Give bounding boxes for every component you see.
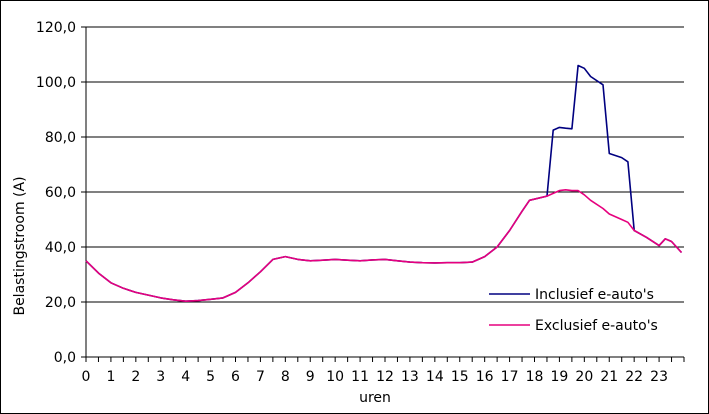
x-tick-label: 7 bbox=[256, 369, 265, 385]
y-tick-labels: 0,0 20,0 40,0 60,0 80,0 100,0 120,0 bbox=[36, 20, 76, 366]
y-tick-label: 100,0 bbox=[36, 75, 76, 91]
x-tick-label: 20 bbox=[575, 369, 593, 385]
x-tick-label: 1 bbox=[106, 369, 115, 385]
x-tick-label: 16 bbox=[476, 369, 494, 385]
legend-label-inclusief: Inclusief e-auto's bbox=[535, 287, 654, 303]
x-tick-label: 2 bbox=[131, 369, 140, 385]
x-tick-label: 6 bbox=[231, 369, 240, 385]
x-tick-label: 9 bbox=[306, 369, 315, 385]
y-axis-title: Belastingstroom (A) bbox=[12, 176, 28, 315]
gridlines bbox=[86, 26, 684, 303]
y-tick-label: 20,0 bbox=[45, 295, 76, 311]
legend-label-exclusief: Exclusief e-auto's bbox=[535, 318, 658, 334]
x-tick-label: 18 bbox=[526, 369, 544, 385]
x-tick-label: 22 bbox=[625, 369, 643, 385]
x-tick-label: 14 bbox=[426, 369, 444, 385]
series-lines bbox=[85, 64, 683, 303]
x-tick-label: 11 bbox=[351, 369, 369, 385]
x-tick-labels: 0 1 2 3 4 5 6 7 8 9 10 11 12 13 14 15 16 17 18 19 20 21 22 23 bbox=[82, 369, 668, 385]
x-tick-label: 4 bbox=[181, 369, 190, 385]
x-tick-label: 12 bbox=[376, 369, 394, 385]
series-line-exclusief bbox=[85, 189, 683, 303]
y-tick-label: 60,0 bbox=[45, 185, 76, 201]
x-tick-label: 21 bbox=[600, 369, 618, 385]
x-axis-title: uren bbox=[359, 390, 391, 406]
x-tick-label: 3 bbox=[156, 369, 165, 385]
series-line-inclusief bbox=[85, 64, 683, 303]
y-tick-label: 40,0 bbox=[45, 240, 76, 256]
x-tick-label: 5 bbox=[206, 369, 215, 385]
y-tick-label: 120,0 bbox=[36, 20, 76, 36]
x-tick-label: 0 bbox=[82, 369, 91, 385]
legend: Inclusief e-auto's Exclusief e-auto's bbox=[489, 287, 658, 334]
x-tick-label: 17 bbox=[501, 369, 519, 385]
x-tick-label: 19 bbox=[551, 369, 569, 385]
x-tick-label: 13 bbox=[401, 369, 419, 385]
x-tick-label: 8 bbox=[281, 369, 290, 385]
x-tick-label: 15 bbox=[451, 369, 469, 385]
x-tick-label: 23 bbox=[650, 369, 668, 385]
y-tick-label: 80,0 bbox=[45, 130, 76, 146]
x-tick-label: 10 bbox=[326, 369, 344, 385]
y-tick-label: 0,0 bbox=[54, 350, 76, 366]
axes bbox=[81, 26, 685, 362]
